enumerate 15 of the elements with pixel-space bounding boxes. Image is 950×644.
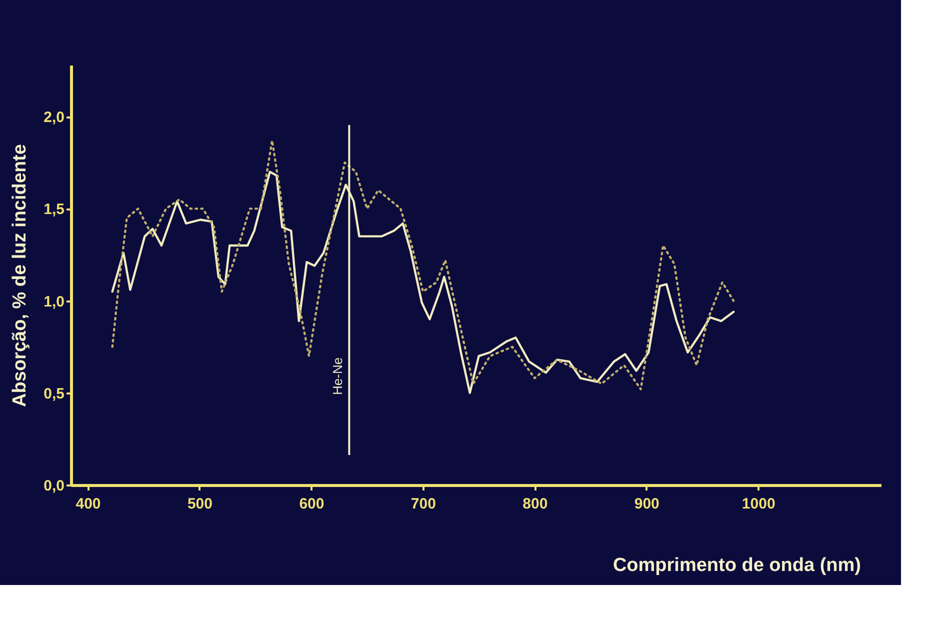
x-tick-label: 600 [299,496,324,512]
x-tick-label: 900 [634,496,660,512]
x-tick-label: 400 [76,496,101,512]
x-axis-title: Comprimento de onda (nm) [612,555,861,576]
y-tick-label: 1,5 [44,201,64,218]
x-tick-label: 1000 [742,496,776,512]
x-tick-label: 800 [522,496,548,512]
y-axis-title: Absorção, % de luz incidente [10,144,31,407]
y-tick-label: 2,0 [44,109,64,126]
y-tick-label: 0,5 [44,385,64,402]
y-tick-label: 1,0 [44,293,64,310]
x-tick-label: 700 [410,496,436,512]
y-tick-label: 0,0 [44,478,64,494]
ref-line-label: He-Ne [330,357,346,395]
x-tick-label: 500 [187,496,212,512]
